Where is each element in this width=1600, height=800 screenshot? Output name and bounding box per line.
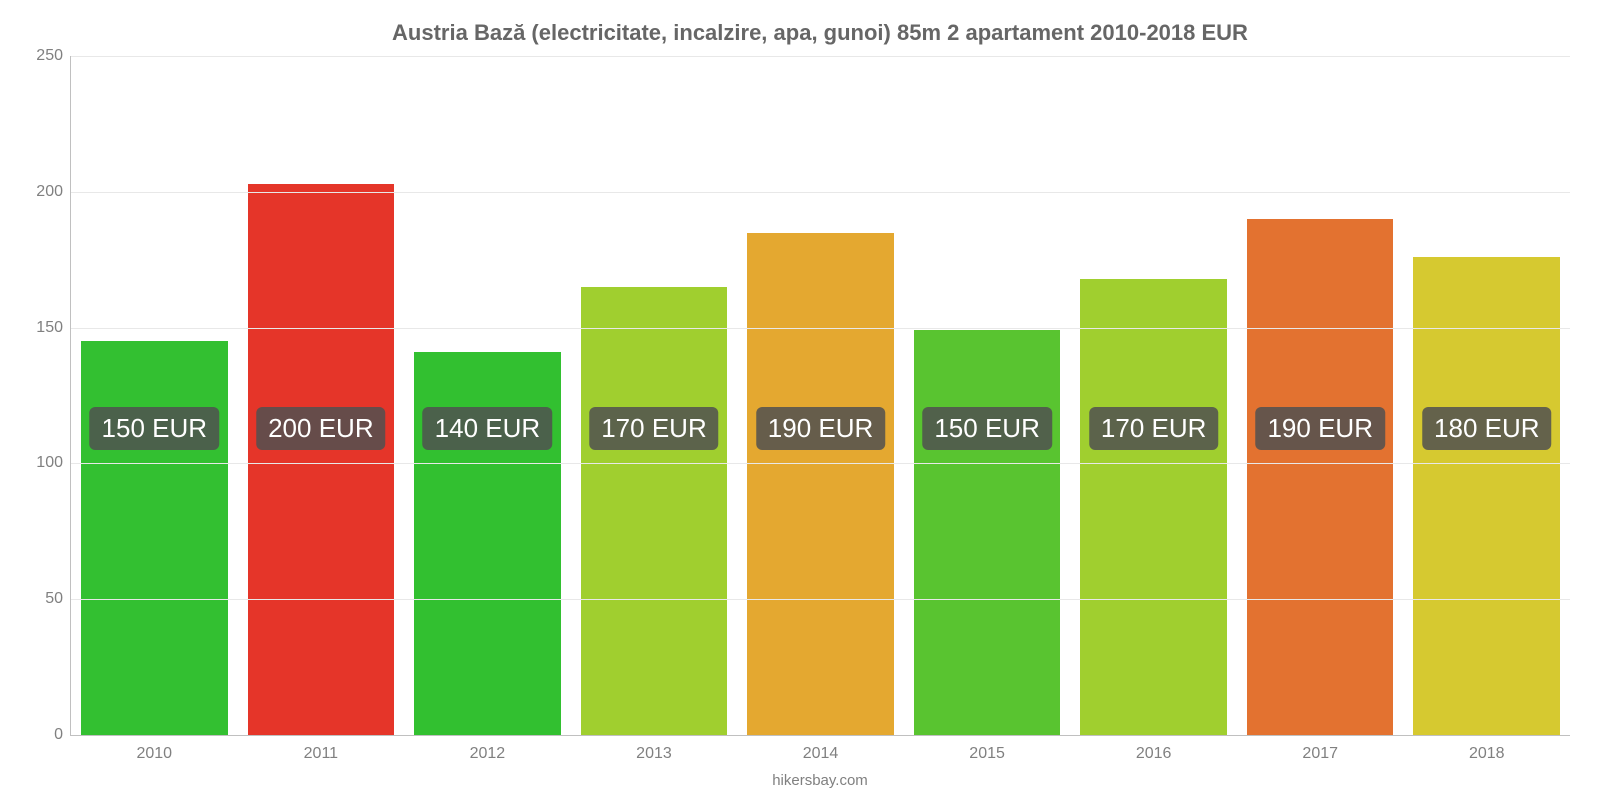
bar	[248, 184, 395, 735]
bar-slot: 140 EUR2012	[404, 56, 571, 735]
bar	[1080, 279, 1227, 735]
y-tick: 150	[21, 319, 63, 337]
value-label: 180 EUR	[1422, 407, 1552, 450]
x-tick: 2014	[803, 745, 839, 763]
value-label: 170 EUR	[589, 407, 719, 450]
y-tick: 100	[21, 454, 63, 472]
x-tick: 2018	[1469, 745, 1505, 763]
value-label: 150 EUR	[90, 407, 220, 450]
bar	[1247, 219, 1394, 735]
bar	[1413, 257, 1560, 735]
attribution: hikersbay.com	[70, 772, 1570, 789]
bar	[81, 341, 228, 735]
y-tick: 250	[21, 47, 63, 65]
bar	[581, 287, 728, 735]
value-label: 200 EUR	[256, 407, 386, 450]
value-label: 140 EUR	[423, 407, 553, 450]
bar-slot: 170 EUR2013	[571, 56, 738, 735]
bar-slot: 170 EUR2016	[1070, 56, 1237, 735]
grid-line	[71, 463, 1570, 464]
x-tick: 2015	[969, 745, 1005, 763]
bar-slot: 190 EUR2014	[737, 56, 904, 735]
bar	[914, 330, 1061, 735]
x-tick: 2017	[1302, 745, 1338, 763]
grid-line	[71, 328, 1570, 329]
x-tick: 2011	[304, 745, 338, 763]
y-tick: 0	[21, 726, 63, 744]
value-label: 170 EUR	[1089, 407, 1219, 450]
y-tick: 200	[21, 183, 63, 201]
plot-area: 150 EUR2010200 EUR2011140 EUR2012170 EUR…	[70, 56, 1570, 736]
x-tick: 2012	[470, 745, 506, 763]
grid-line	[71, 192, 1570, 193]
bar-slot: 150 EUR2015	[904, 56, 1071, 735]
bar-slot: 180 EUR2018	[1404, 56, 1571, 735]
grid-line	[71, 599, 1570, 600]
grid-line	[71, 56, 1570, 57]
x-tick: 2013	[636, 745, 672, 763]
bar-slot: 190 EUR2017	[1237, 56, 1404, 735]
bars-group: 150 EUR2010200 EUR2011140 EUR2012170 EUR…	[71, 56, 1570, 735]
x-tick: 2010	[136, 745, 172, 763]
bar-slot: 200 EUR2011	[238, 56, 405, 735]
value-label: 190 EUR	[756, 407, 886, 450]
y-tick: 50	[21, 590, 63, 608]
value-label: 190 EUR	[1255, 407, 1385, 450]
bar-slot: 150 EUR2010	[71, 56, 238, 735]
bar	[747, 233, 894, 735]
value-label: 150 EUR	[922, 407, 1052, 450]
chart-container: Austria Bază (electricitate, incalzire, …	[0, 0, 1600, 800]
x-tick: 2016	[1136, 745, 1172, 763]
chart-title: Austria Bază (electricitate, incalzire, …	[70, 20, 1570, 46]
